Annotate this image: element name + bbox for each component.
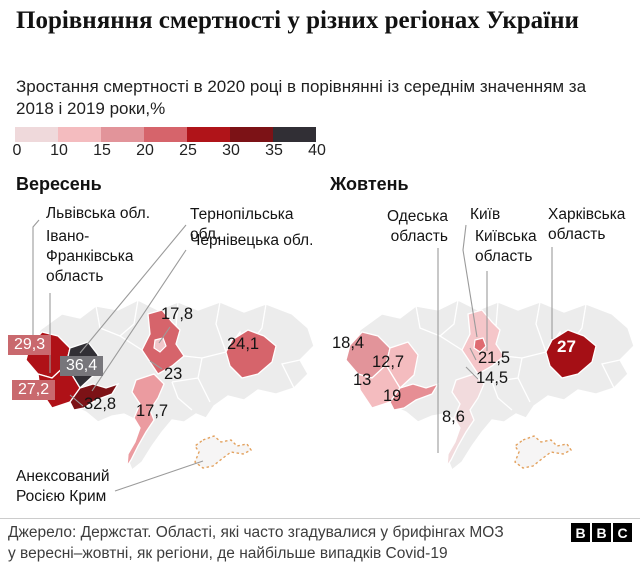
scale-tick: 20	[136, 142, 154, 159]
value-lviv: 18,4	[332, 334, 365, 352]
value-kyiv-city: 21,5	[478, 349, 511, 367]
region-crimea	[194, 435, 253, 469]
leader-lines	[32, 219, 204, 492]
region-crimea	[514, 435, 573, 469]
region-kyiv-city	[473, 337, 487, 353]
label-ivano-frankivsk: Івано- Франківська область	[46, 228, 134, 285]
color-scale	[15, 127, 316, 142]
scale-tick: 0	[12, 142, 22, 159]
label-odesa-oblast: Одеська область	[387, 208, 448, 245]
value-ternopil: 12,7	[372, 353, 405, 371]
value-kyiv-oblast: 14,5	[476, 369, 509, 387]
value-kharkiv: 27	[557, 337, 576, 356]
scale-tick: 30	[222, 142, 240, 159]
scale-tick: 15	[93, 142, 111, 159]
scale-tick: 10	[50, 142, 68, 159]
value-odesa: 8,6	[442, 408, 465, 426]
region-chernivtsi	[69, 382, 120, 411]
scale-tick: 40	[308, 142, 326, 159]
value-badge-lviv: 29,3	[8, 335, 52, 355]
footer-divider	[0, 518, 640, 519]
label-kharkiv-oblast: Харківська область	[548, 206, 626, 243]
label-ternopil-oblast: Тернопільська обл.	[190, 206, 294, 243]
scale-swatch	[101, 127, 144, 142]
label-kyiv-oblast: Київська область	[475, 228, 537, 265]
scale-swatch	[58, 127, 101, 142]
map-october: Одеська область Київ Київська область Ха…	[320, 195, 640, 525]
label-crimea-annexed: Анексований Росією Крим	[16, 468, 110, 505]
value-badge-ivano: 27,2	[12, 380, 56, 400]
page-subtitle: Зростання смертності в 2020 році в порів…	[16, 77, 587, 118]
ukraine-map-october	[345, 224, 635, 472]
value-odesa: 17,7	[136, 402, 169, 420]
page-title: Порівняння смертності у різних регіонах …	[16, 7, 579, 34]
map-september: Львівська обл. Івано- Франківська област…	[0, 195, 320, 525]
scale-swatch	[15, 127, 58, 142]
map-title-october: Жовтень	[330, 174, 409, 194]
bbc-logo-letter: B	[571, 523, 590, 542]
bbc-logo-letter: B	[592, 523, 611, 542]
scale-swatch	[230, 127, 273, 142]
scale-swatch	[144, 127, 187, 142]
value-badge-ternopil: 36,4	[60, 356, 104, 376]
scale-swatch	[273, 127, 316, 142]
label-kyiv-city: Київ	[470, 206, 501, 223]
value-chernivtsi: 32,8	[84, 395, 117, 413]
region-odesa	[126, 373, 165, 467]
region-chernivtsi	[389, 382, 440, 411]
bbc-logo: B B C	[571, 523, 632, 542]
value-ivano: 13	[353, 371, 372, 389]
region-odesa	[446, 373, 485, 467]
map-title-september: Вересень	[16, 174, 102, 194]
source-note: Джерело: Держстат. Області, які часто зг…	[8, 524, 504, 562]
region-kharkiv	[545, 329, 597, 379]
label-lviv-oblast: Львівська обл.	[46, 205, 151, 222]
label-chernivtsi-oblast: Чернівецька обл.	[190, 232, 314, 249]
scale-tick: 35	[265, 142, 283, 159]
ukraine-map-september	[25, 219, 315, 492]
value-chernivtsi: 19	[383, 387, 402, 405]
leader-lines	[437, 224, 553, 453]
scale-tick: 25	[179, 142, 197, 159]
value-kyiv-oblast: 23	[164, 365, 183, 383]
scale-swatch	[187, 127, 230, 142]
bbc-logo-letter: C	[613, 523, 632, 542]
value-kyiv-city: 17,8	[161, 305, 194, 323]
value-kharkiv: 24,1	[227, 335, 260, 353]
region-kharkiv	[225, 329, 277, 379]
